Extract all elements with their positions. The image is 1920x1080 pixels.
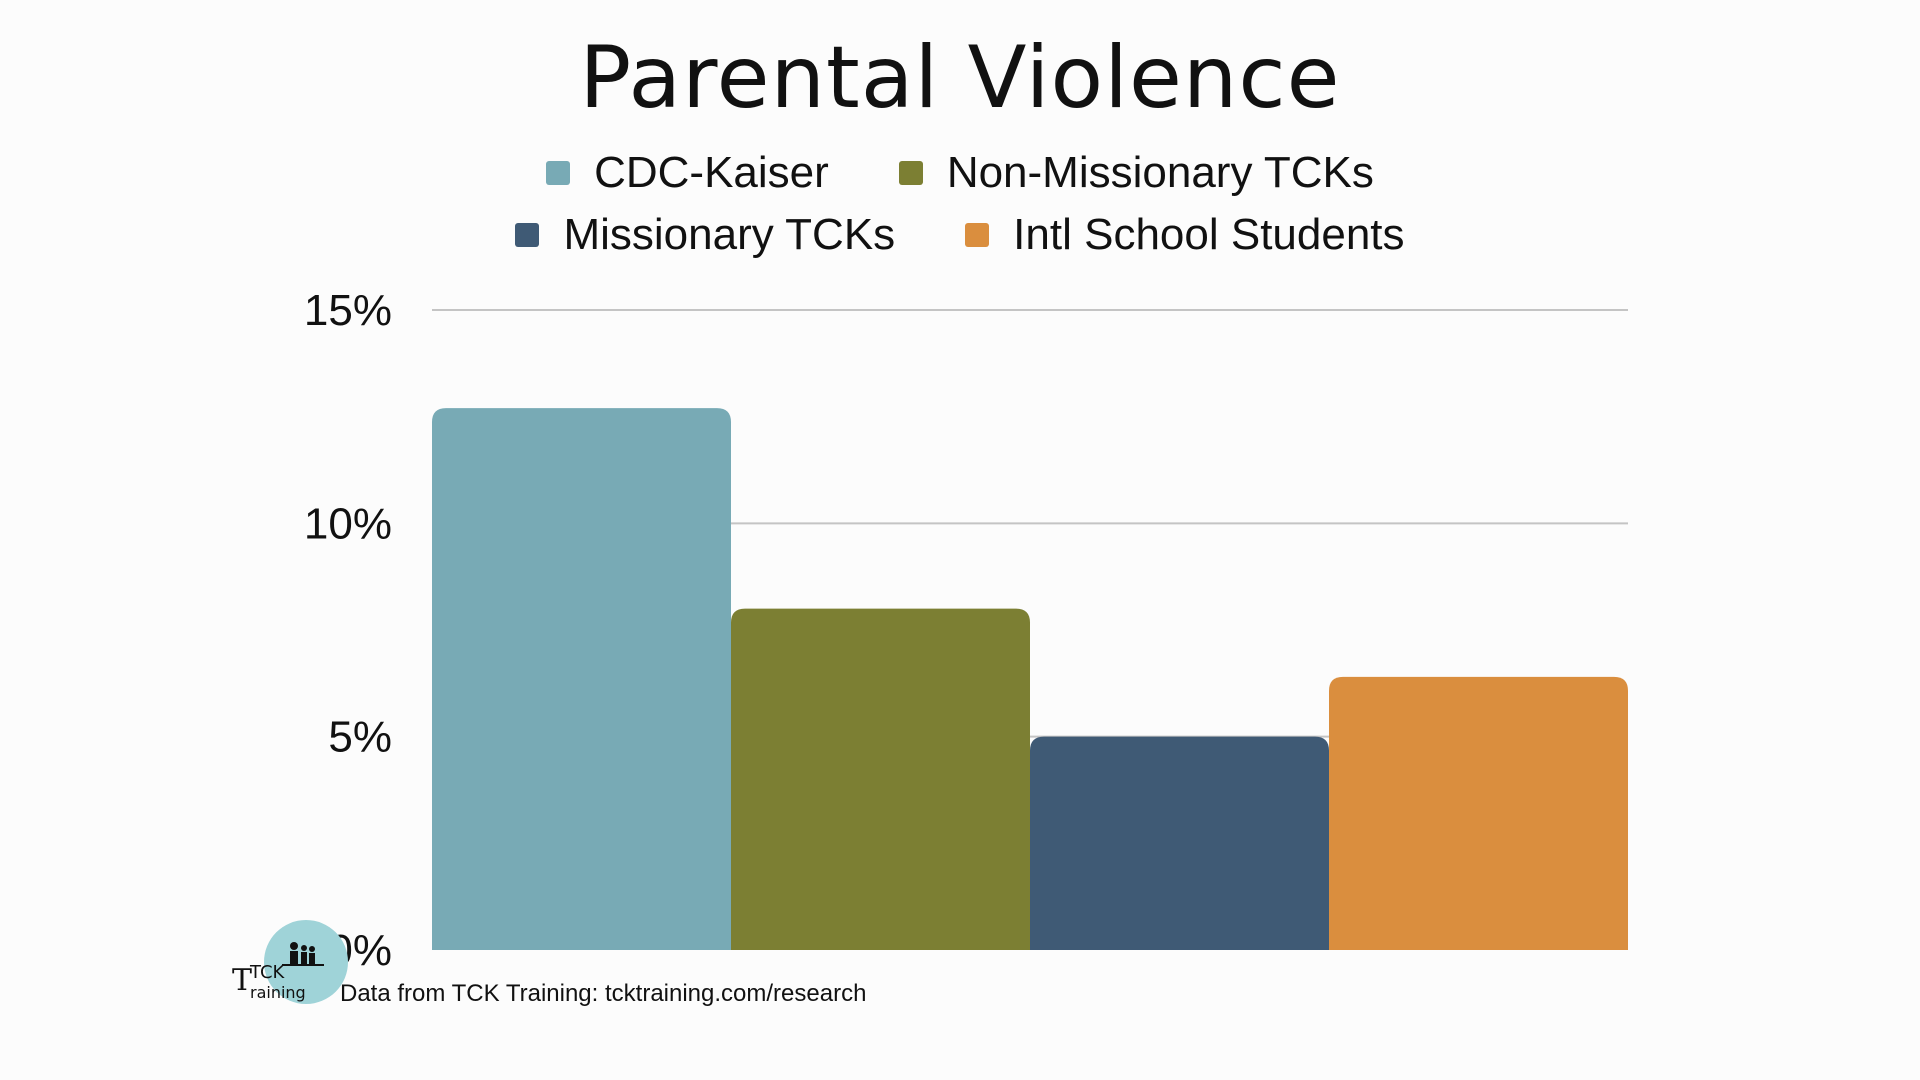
legend-swatch-missionary-tcks [515, 223, 540, 247]
y-tick-label-15: 15% [304, 286, 392, 335]
legend-item-cdc-kaiser: CDC-Kaiser [546, 148, 829, 198]
bar-cdc-kaiser [432, 408, 731, 951]
legend-swatch-cdc-kaiser [546, 161, 571, 185]
bar-non-missionary-tcks [731, 608, 1030, 950]
bar-missionary-tcks [1030, 736, 1329, 950]
legend: CDC-Kaiser Non-Missionary TCKs Missionar… [0, 148, 1920, 260]
legend-label-intl-school-students: Intl School Students [1013, 210, 1405, 259]
source-note: Data from TCK Training: tcktraining.com/… [340, 980, 867, 1007]
legend-label-cdc-kaiser: CDC-Kaiser [594, 148, 829, 197]
logo-family-icon [282, 942, 324, 966]
legend-item-intl-school-students: Intl School Students [965, 210, 1405, 260]
legend-swatch-non-missionary-tcks [898, 161, 923, 185]
logo-text-t: T [232, 963, 252, 998]
legend-label-non-missionary-tcks: Non-Missionary TCKs [946, 148, 1374, 197]
legend-item-non-missionary-tcks: Non-Missionary TCKs [898, 148, 1374, 198]
legend-item-missionary-tcks: Missionary TCKs [515, 210, 895, 260]
bar-intl-school-students [1329, 676, 1628, 950]
legend-row-2: Missionary TCKs Intl School Students [515, 210, 1405, 260]
legend-row-1: CDC-Kaiser Non-Missionary TCKs [546, 148, 1374, 198]
legend-swatch-intl-school-students [965, 223, 990, 247]
y-tick-label-5: 5% [328, 713, 392, 762]
legend-label-missionary-tcks: Missionary TCKs [563, 210, 896, 259]
chart-title: Parental Violence [579, 28, 1341, 128]
tck-training-logo: T TCK raining [232, 920, 348, 1004]
logo-text-training: raining [250, 983, 306, 1002]
y-tick-label-10: 10% [304, 499, 392, 548]
logo-text-tck: TCK [249, 962, 286, 983]
